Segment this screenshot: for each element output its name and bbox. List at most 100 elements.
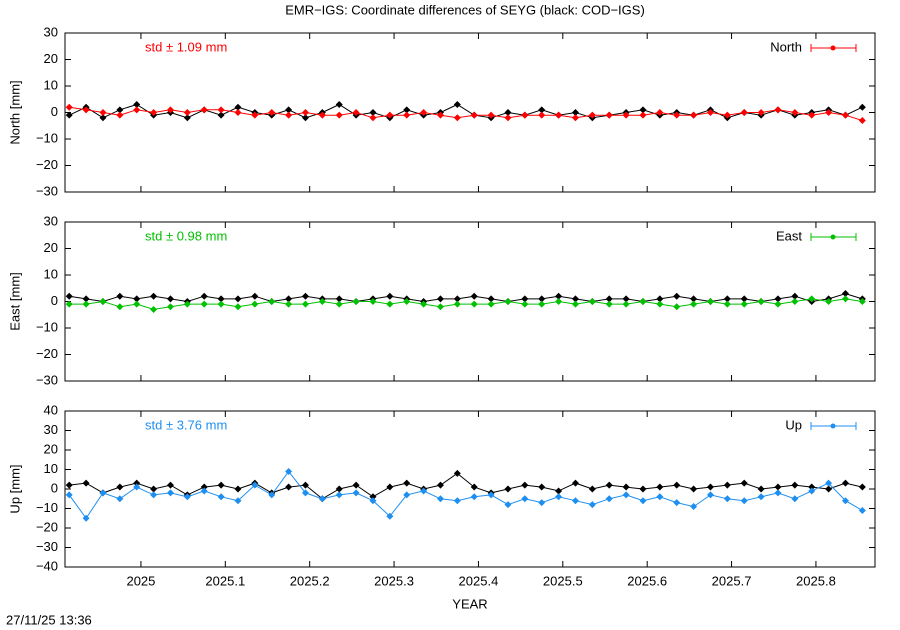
y-tick-label: 10 <box>44 266 58 281</box>
data-point <box>369 114 377 122</box>
data-point <box>436 495 444 503</box>
data-point <box>841 111 849 119</box>
x-axis-label: YEAR <box>452 596 487 611</box>
y-tick-label: 0 <box>51 480 58 495</box>
data-point <box>656 295 664 303</box>
data-point <box>690 111 698 119</box>
data-point <box>740 295 748 303</box>
data-point <box>335 491 343 499</box>
data-point <box>82 479 90 487</box>
data-point <box>504 298 512 305</box>
data-point <box>285 106 293 114</box>
data-point <box>99 114 107 122</box>
data-point <box>791 495 799 503</box>
data-point <box>808 487 816 495</box>
data-point <box>504 114 512 122</box>
data-point <box>470 483 478 491</box>
timestamp: 27/11/25 13:36 <box>6 612 92 627</box>
data-point <box>723 111 731 119</box>
data-point <box>723 295 731 303</box>
data-point <box>841 290 849 298</box>
y-tick-label: −20 <box>36 519 58 534</box>
data-point <box>150 305 158 313</box>
data-point <box>673 481 681 489</box>
data-point <box>133 300 141 308</box>
data-point <box>318 298 326 305</box>
data-point <box>65 292 73 300</box>
data-point <box>403 479 411 487</box>
data-point <box>453 101 461 109</box>
data-point <box>352 109 360 116</box>
y-tick-label: −30 <box>36 183 58 198</box>
data-point <box>133 479 141 487</box>
data-point <box>301 114 309 122</box>
data-point <box>403 491 411 499</box>
data-point <box>82 514 90 522</box>
data-point <box>436 481 444 489</box>
data-point <box>521 295 529 303</box>
y-axis-label: East [mm] <box>7 272 22 331</box>
data-point <box>251 300 259 308</box>
data-point <box>150 491 158 499</box>
data-point <box>386 512 394 520</box>
data-point <box>521 111 529 119</box>
data-point <box>740 300 748 308</box>
data-point <box>774 295 782 303</box>
data-point <box>555 111 563 119</box>
data-point <box>166 106 174 114</box>
y-tick-label: −10 <box>36 130 58 145</box>
data-point <box>622 111 630 119</box>
data-point <box>538 300 546 308</box>
data-point <box>740 497 748 505</box>
data-point <box>639 111 647 119</box>
y-tick-label: −10 <box>36 319 58 334</box>
annotation: std ± 0.98 mm <box>145 228 227 243</box>
data-point <box>386 300 394 308</box>
data-point <box>116 292 124 300</box>
data-point <box>673 499 681 507</box>
data-point <box>656 493 664 501</box>
y-tick-label: −10 <box>36 500 58 515</box>
data-point <box>82 106 90 114</box>
data-point <box>791 109 799 116</box>
y-axis-label: North [mm] <box>7 80 22 144</box>
data-point <box>403 106 411 114</box>
data-point <box>841 295 849 303</box>
data-point <box>757 109 765 116</box>
data-point <box>150 485 158 493</box>
data-point <box>82 300 90 308</box>
data-point <box>808 295 816 303</box>
data-point <box>318 495 326 503</box>
data-point <box>538 295 546 303</box>
data-point <box>285 300 293 308</box>
data-point <box>740 109 748 116</box>
data-point <box>268 109 276 116</box>
x-tick-label: 2025.6 <box>627 573 667 588</box>
data-point <box>65 481 73 489</box>
data-point <box>538 483 546 491</box>
data-point <box>436 295 444 303</box>
x-tick-label: 2025.7 <box>712 573 752 588</box>
data-point <box>99 109 107 116</box>
data-point <box>757 493 765 501</box>
data-point <box>487 300 495 308</box>
data-point <box>538 111 546 119</box>
data-point <box>386 292 394 300</box>
data-point <box>436 111 444 119</box>
plot-frame <box>64 410 876 568</box>
data-point <box>656 300 664 308</box>
data-point <box>605 300 613 308</box>
data-point <box>504 485 512 493</box>
data-point <box>369 497 377 505</box>
x-tick-label: 2025.8 <box>796 573 836 588</box>
data-point <box>352 298 360 305</box>
data-point <box>335 300 343 308</box>
data-point <box>116 495 124 503</box>
x-tick-label: 2025 <box>126 573 155 588</box>
data-point <box>470 111 478 119</box>
data-point <box>436 303 444 311</box>
y-tick-label: 20 <box>44 441 58 456</box>
data-point <box>555 292 563 300</box>
data-point <box>673 292 681 300</box>
data-point <box>588 298 596 305</box>
